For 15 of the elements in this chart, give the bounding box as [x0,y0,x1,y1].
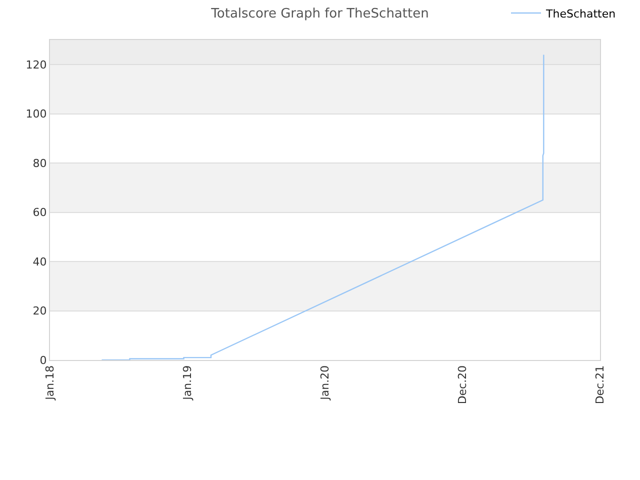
y-tick-label: 120 [26,58,47,72]
y-tick-label: 80 [32,156,47,170]
y-tick-label: 40 [32,255,47,268]
x-tick-label: Dec.20 [456,365,470,404]
y-tick-label: 100 [26,108,47,121]
line-series [101,54,544,360]
x-tick-label: Jan.19 [181,365,194,401]
x-tick-label: Jan.20 [318,365,332,401]
y-tick-label: 20 [32,304,47,318]
chart-title: Totalscore Graph for TheSchatten [210,6,429,22]
x-tick-label: Jan.18 [44,365,57,401]
x-tick-label: Dec.21 [594,365,607,404]
y-tick-label: 60 [32,206,47,220]
y-tick-label: 0 [40,354,47,367]
legend-label: TheSchatten [545,7,616,20]
